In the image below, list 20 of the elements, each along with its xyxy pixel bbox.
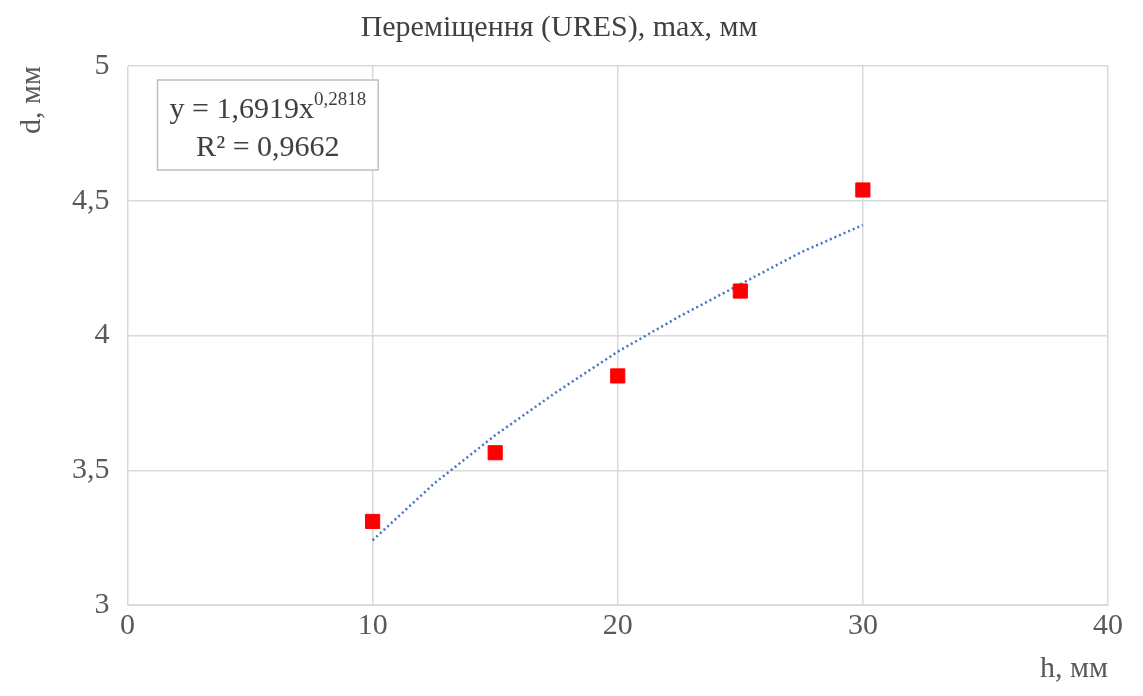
x-tick-label: 20 — [602, 606, 633, 640]
y-tick-label: 4,5 — [72, 181, 110, 215]
x-tick-label: 10 — [357, 606, 388, 640]
y-tick-label: 3 — [94, 585, 110, 619]
point — [855, 182, 871, 198]
line-series — [371, 223, 865, 542]
x-axis-title: h, мм — [1040, 649, 1109, 683]
y-axis-title: d, мм — [12, 65, 46, 134]
y-tick-label: 4 — [94, 316, 110, 350]
x-tick-label: 30 — [847, 606, 878, 640]
x-tick-label: 0 — [120, 606, 135, 640]
chart-title: Переміщення (URES), max, мм — [360, 8, 758, 43]
point — [732, 283, 748, 299]
point — [365, 513, 381, 530]
point — [487, 445, 503, 461]
y-tick-label: 3,5 — [72, 451, 110, 485]
annotation: R² = 0,9662 — [196, 129, 340, 162]
y-tick-label: 5 — [94, 46, 110, 80]
point — [610, 368, 626, 384]
x-tick-label: 40 — [1093, 606, 1123, 640]
